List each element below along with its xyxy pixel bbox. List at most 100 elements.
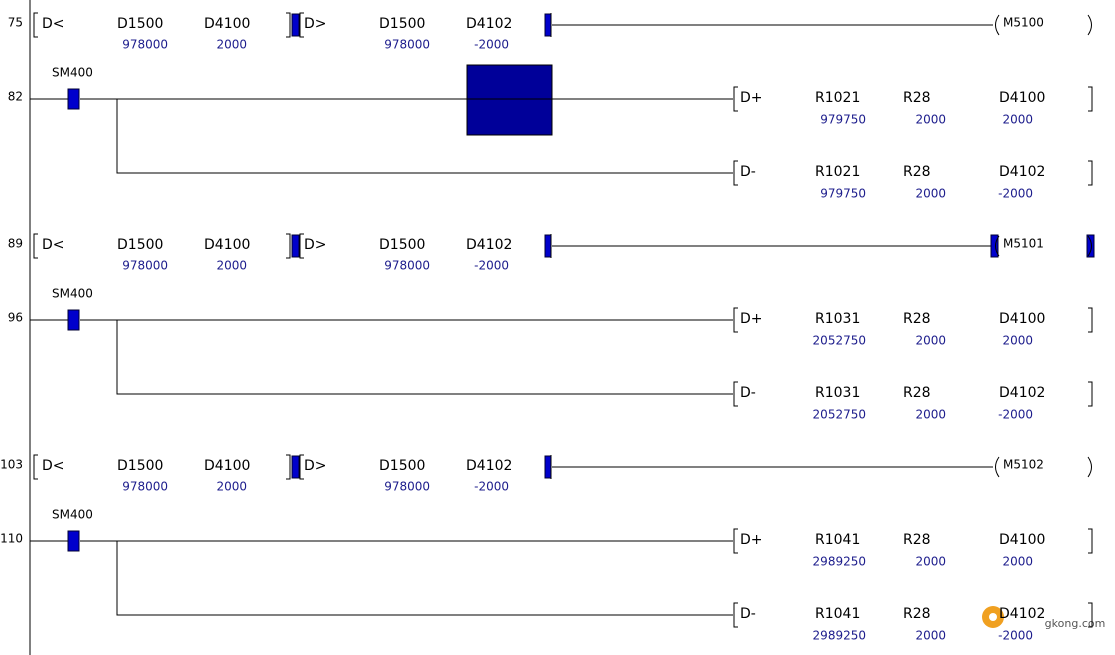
operand-value: 978000 (122, 480, 168, 494)
coil-on (1086, 234, 1095, 258)
compare-op: D> (304, 458, 327, 474)
operand-value: -2000 (474, 259, 509, 273)
bracket-open (733, 602, 738, 628)
rung-wire (550, 234, 993, 258)
rung-wire (30, 540, 733, 616)
bracket-open (733, 381, 738, 407)
bracket-open (299, 12, 304, 38)
operand: R1041 (815, 532, 860, 548)
operand-value: 2052750 (813, 334, 866, 348)
bracket-open (33, 12, 38, 38)
operand-value: 978000 (122, 259, 168, 273)
instruction-op: D- (740, 606, 756, 622)
step-number: 75 (8, 16, 23, 30)
operand: D1500 (117, 16, 163, 32)
bracket-close (286, 12, 291, 38)
operand-value: 2000 (915, 408, 946, 422)
operand-value: -2000 (998, 408, 1033, 422)
operand: R28 (903, 90, 931, 106)
contact-on (544, 455, 552, 479)
bracket-open (733, 86, 738, 112)
coil-label: M5102 (1003, 458, 1044, 472)
operand: D4100 (999, 532, 1045, 548)
instruction-op: D+ (740, 311, 763, 327)
operand: D4102 (466, 16, 512, 32)
instruction-op: D+ (740, 90, 763, 106)
operand-value: 2000 (216, 259, 247, 273)
step-number: 110 (0, 532, 23, 546)
operand: R28 (903, 532, 931, 548)
operand-value: 2000 (1002, 334, 1033, 348)
operand-value: 978000 (384, 259, 430, 273)
coil-close (1087, 14, 1092, 36)
coil-label: M5101 (1003, 237, 1044, 251)
operand: R28 (903, 164, 931, 180)
operand-value: 979750 (820, 187, 866, 201)
operand-value: 2000 (216, 38, 247, 52)
rung-wire (550, 455, 993, 479)
operand: D4100 (204, 237, 250, 253)
bracket-open (299, 454, 304, 480)
bracket-close (286, 454, 291, 480)
instruction-op: D- (740, 385, 756, 401)
operand: D4102 (466, 237, 512, 253)
bracket-open (733, 307, 738, 333)
operand: D1500 (379, 16, 425, 32)
operand: R28 (903, 606, 931, 622)
operand-value: 978000 (122, 38, 168, 52)
compare-op: D< (42, 237, 65, 253)
operand: D1500 (117, 237, 163, 253)
operand-value: 2000 (915, 187, 946, 201)
operand-value: -2000 (474, 480, 509, 494)
operand: D4102 (999, 385, 1045, 401)
operand: R1021 (815, 90, 860, 106)
cursor (466, 64, 553, 136)
operand: R28 (903, 385, 931, 401)
operand-value: 978000 (384, 480, 430, 494)
compare-op: D> (304, 237, 327, 253)
contact-label: SM400 (52, 66, 93, 80)
operand: R1021 (815, 164, 860, 180)
bracket-open (733, 528, 738, 554)
operand: D1500 (117, 458, 163, 474)
rung-wire (550, 13, 993, 37)
operand: D4102 (999, 606, 1045, 622)
coil-open (995, 235, 1000, 257)
operand: D4102 (466, 458, 512, 474)
contact-on (67, 88, 80, 110)
bracket-close (1088, 381, 1093, 407)
operand-value: 979750 (820, 113, 866, 127)
operand-value: 2052750 (813, 408, 866, 422)
operand: D1500 (379, 237, 425, 253)
operand-value: 2000 (1002, 555, 1033, 569)
contact-on (67, 309, 80, 331)
bracket-open (33, 454, 38, 480)
bracket-close (1088, 307, 1093, 333)
watermark-text: gkong.com (1045, 617, 1106, 630)
contact-on (291, 455, 300, 479)
compare-op: D> (304, 16, 327, 32)
contact-on (291, 234, 300, 258)
coil-close (1087, 456, 1092, 478)
bracket-open (33, 233, 38, 259)
contact-on (67, 530, 80, 552)
step-number: 103 (0, 458, 23, 472)
operand-value: 2000 (915, 334, 946, 348)
contact-label: SM400 (52, 287, 93, 301)
contact-label: SM400 (52, 508, 93, 522)
operand: D4100 (999, 311, 1045, 327)
step-number: 82 (8, 90, 23, 104)
coil-open (995, 456, 1000, 478)
bracket-close (1088, 160, 1093, 186)
step-number: 89 (8, 237, 23, 251)
compare-op: D< (42, 458, 65, 474)
cursor-box (466, 64, 553, 136)
bracket-close (1088, 602, 1093, 628)
operand-value: 978000 (384, 38, 430, 52)
bracket-close (1088, 86, 1093, 112)
operand-value: 2000 (1002, 113, 1033, 127)
watermark-icon-hole (989, 613, 997, 621)
operand: R1031 (815, 311, 860, 327)
coil-label: M5100 (1003, 16, 1044, 30)
